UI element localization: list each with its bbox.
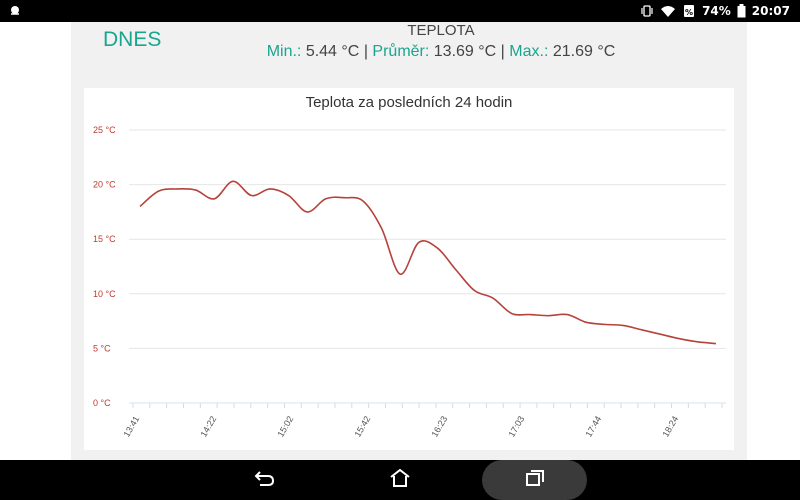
wifi-icon bbox=[660, 4, 676, 18]
separator: | bbox=[363, 43, 368, 60]
x-tick-label: 17:03 bbox=[506, 414, 526, 439]
status-bar: % 74% 20:07 bbox=[0, 0, 800, 22]
y-tick-label: 25 °C bbox=[93, 125, 116, 135]
today-label: DNES bbox=[103, 28, 162, 51]
recents-button[interactable] bbox=[482, 460, 587, 500]
vibrate-icon bbox=[640, 4, 654, 18]
back-button[interactable] bbox=[245, 460, 285, 500]
temperature-stats: Min.: 5.44 °C | Průměr: 13.69 °C | Max.:… bbox=[261, 43, 621, 61]
y-tick-label: 20 °C bbox=[93, 180, 116, 190]
home-icon bbox=[389, 468, 411, 492]
y-tick-label: 10 °C bbox=[93, 289, 116, 299]
max-label: Max.: bbox=[509, 43, 549, 60]
navigation-bar bbox=[0, 460, 800, 500]
x-tick-label: 17:44 bbox=[583, 414, 603, 439]
recents-button-icon-wrap[interactable] bbox=[515, 460, 555, 500]
battery-icon bbox=[737, 4, 746, 18]
home-button[interactable] bbox=[380, 460, 420, 500]
y-tick-label: 0 °C bbox=[93, 398, 111, 408]
recents-icon bbox=[525, 469, 545, 491]
x-tick-label: 14:22 bbox=[198, 414, 218, 439]
min-label: Min.: bbox=[266, 43, 302, 60]
battery-saver-icon: % bbox=[682, 4, 696, 18]
min-value: 5.44 °C bbox=[305, 43, 360, 60]
status-time: 20:07 bbox=[751, 4, 790, 18]
temperature-series-line bbox=[139, 180, 717, 345]
y-tick-label: 5 °C bbox=[93, 343, 111, 353]
temperature-chart-card: Teplota za posledních 24 hodin 0 °C 5 °C 1… bbox=[84, 88, 734, 450]
section-title: TEPLOTA bbox=[407, 22, 475, 39]
weather-notification-icon bbox=[8, 3, 22, 17]
temperature-summary: DNES TEPLOTA Min.: 5.44 °C | Průměr: 13.… bbox=[71, 22, 747, 86]
x-tick-label: 13:41 bbox=[121, 414, 141, 439]
battery-percent: 74% bbox=[702, 4, 731, 18]
svg-text:%: % bbox=[685, 8, 693, 17]
separator: | bbox=[500, 43, 505, 60]
x-tick-label: 18:24 bbox=[660, 414, 680, 439]
back-icon bbox=[254, 469, 276, 491]
max-value: 21.69 °C bbox=[552, 43, 616, 60]
x-tick-label: 15:02 bbox=[275, 414, 295, 439]
x-tick-label: 16:23 bbox=[429, 414, 449, 439]
avg-value: 13.69 °C bbox=[433, 43, 497, 60]
avg-label: Průměr: bbox=[372, 43, 430, 60]
y-tick-label: 15 °C bbox=[93, 234, 116, 244]
chart-title: Teplota za posledních 24 hodin bbox=[305, 94, 513, 111]
x-tick-label: 15:42 bbox=[352, 414, 372, 439]
temperature-line-chart: 0 °C 5 °C 10 °C 15 °C 20 °C 25 °C 13:41 14:22 15… bbox=[93, 125, 726, 439]
